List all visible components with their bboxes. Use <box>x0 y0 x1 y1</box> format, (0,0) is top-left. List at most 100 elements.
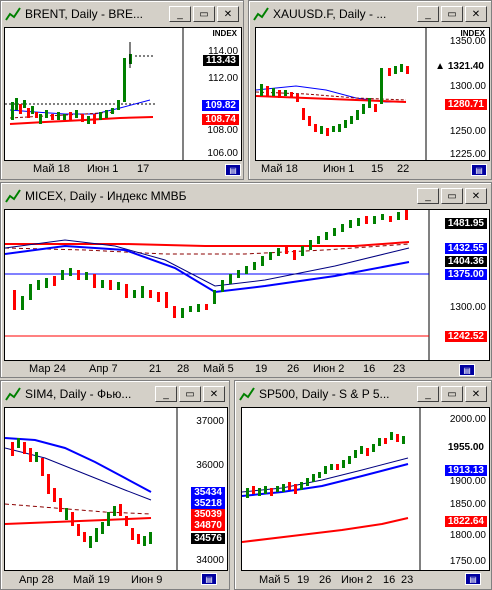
price-box: ▲ 1321.40 <box>432 61 487 72</box>
price-label: 1300.00 <box>449 302 486 313</box>
chart-plot[interactable]: INDEX 1350.00 ▲ 1321.40 1300.00 1280.71 … <box>255 27 490 161</box>
minimize-button[interactable]: _ <box>155 386 177 402</box>
chart-plot[interactable]: 2000.00 1955.00 1913.13 1900.00 1850.00 … <box>241 407 490 571</box>
price-box: 1404.36 <box>444 256 487 267</box>
titlebar[interactable]: XAUUSD.F, Daily - ... _ ▭ ✕ <box>251 3 489 25</box>
x-label: 17 <box>137 163 150 175</box>
restore-button[interactable]: ▭ <box>179 386 201 402</box>
price-label: 1300.00 <box>449 81 486 92</box>
price-label: 108.00 <box>207 125 238 136</box>
close-button[interactable]: ✕ <box>217 6 239 22</box>
x-label: 22 <box>397 163 410 175</box>
window-brent[interactable]: BRENT, Daily - BRE... _ ▭ ✕ <box>0 0 244 180</box>
price-box: 35434 <box>191 487 225 498</box>
titlebar[interactable]: BRENT, Daily - BRE... _ ▭ ✕ <box>3 3 241 25</box>
price-box: 1822.64 <box>444 516 487 527</box>
calendar-icon[interactable]: ▤ <box>459 364 475 376</box>
x-label: 19 <box>255 363 268 375</box>
price-box: 34870 <box>191 520 225 531</box>
chart-canvas <box>256 28 427 160</box>
price-label: 112.00 <box>208 73 238 84</box>
index-label: INDEX <box>212 29 237 38</box>
minimize-button[interactable]: _ <box>417 188 439 204</box>
index-label: INDEX <box>460 29 485 38</box>
price-label: 106.00 <box>207 148 238 159</box>
x-label: 28 <box>177 363 190 375</box>
x-label: Апр 7 <box>89 363 118 375</box>
candles <box>246 432 405 498</box>
window-title: SP500, Daily - S & P 5... <box>259 387 390 401</box>
chart-plot[interactable]: 1481.95 1432.55 1404.36 1375.00 1300.00 … <box>4 209 490 361</box>
price-box: 1432.55 <box>444 243 487 254</box>
window-sp500[interactable]: SP500, Daily - S & P 5... _ ▭ ✕ <box>234 380 492 590</box>
minimize-button[interactable]: _ <box>417 6 439 22</box>
chart-window-icon <box>5 6 21 22</box>
window-micex[interactable]: MICEX, Daily - Индекс ММВБ _ ▭ ✕ <box>0 182 492 378</box>
calendar-icon[interactable]: ▤ <box>225 164 241 176</box>
x-label: 26 <box>319 574 332 586</box>
window-sim4[interactable]: SIM4, Daily - Фью... _ ▭ ✕ <box>0 380 230 590</box>
minimize-button[interactable]: _ <box>169 6 191 22</box>
chart-window-icon <box>5 386 21 402</box>
price-label: 1900.00 <box>449 476 486 487</box>
x-label: Июн 1 <box>323 163 355 175</box>
x-label: 16 <box>363 363 376 375</box>
candles <box>11 438 152 548</box>
price-label: 36000 <box>196 460 224 471</box>
chart-plot[interactable]: 37000 36000 35434 35218 35039 34870 3457… <box>4 407 228 571</box>
x-label: 16 <box>383 574 396 586</box>
x-label: Июн 2 <box>313 363 345 375</box>
x-label: Май 5 <box>259 574 290 586</box>
price-box: 109.82 <box>202 100 239 111</box>
price-label: 114.00 <box>208 46 238 57</box>
calendar-icon[interactable]: ▤ <box>465 573 481 585</box>
price-label: 1350.00 <box>449 36 486 47</box>
x-label: Май 18 <box>261 163 298 175</box>
x-label: Май 19 <box>73 574 110 586</box>
price-box: 35039 <box>191 509 225 520</box>
x-label: Июн 2 <box>341 574 373 586</box>
restore-button[interactable]: ▭ <box>193 6 215 22</box>
price-box: 108.74 <box>202 114 239 125</box>
chart-window-icon <box>253 6 269 22</box>
price-label: 1800.00 <box>449 530 486 541</box>
x-label: Апр 28 <box>19 574 54 586</box>
chart-window-icon <box>5 188 21 204</box>
restore-button[interactable]: ▭ <box>441 386 463 402</box>
chart-window-icon <box>239 386 255 402</box>
price-label: 1225.00 <box>449 149 486 160</box>
candles <box>260 64 409 136</box>
x-label: Июн 1 <box>87 163 119 175</box>
restore-button[interactable]: ▭ <box>441 6 463 22</box>
calendar-icon[interactable]: ▤ <box>471 164 487 176</box>
candles <box>11 42 155 124</box>
close-button[interactable]: ✕ <box>465 6 487 22</box>
chart-canvas <box>5 28 184 160</box>
price-label: 34000 <box>196 555 224 566</box>
price-label: 1850.00 <box>449 499 486 510</box>
x-label: 19 <box>297 574 310 586</box>
chart-canvas <box>5 210 430 360</box>
titlebar[interactable]: SP500, Daily - S & P 5... _ ▭ ✕ <box>237 383 489 405</box>
price-label: 1250.00 <box>449 126 486 137</box>
close-button[interactable]: ✕ <box>203 386 225 402</box>
titlebar[interactable]: SIM4, Daily - Фью... _ ▭ ✕ <box>3 383 227 405</box>
calendar-icon[interactable]: ▤ <box>201 573 217 585</box>
close-button[interactable]: ✕ <box>465 386 487 402</box>
price-box: 34576 <box>191 533 225 544</box>
x-label: 15 <box>371 163 384 175</box>
titlebar[interactable]: MICEX, Daily - Индекс ММВБ _ ▭ ✕ <box>3 185 489 207</box>
chart-plot[interactable]: INDEX 114.00 113.43 112.00 109.82 108.74… <box>4 27 242 161</box>
window-title: XAUUSD.F, Daily - ... <box>273 7 387 21</box>
minimize-button[interactable]: _ <box>417 386 439 402</box>
window-xauusd[interactable]: XAUUSD.F, Daily - ... _ ▭ ✕ <box>248 0 492 180</box>
price-box: 1955.00 <box>444 442 487 453</box>
window-title: BRENT, Daily - BRE... <box>25 7 144 21</box>
window-title: SIM4, Daily - Фью... <box>25 387 132 401</box>
close-button[interactable]: ✕ <box>465 188 487 204</box>
price-box: 1242.52 <box>444 331 487 342</box>
restore-button[interactable]: ▭ <box>441 188 463 204</box>
x-label: Мар 24 <box>29 363 66 375</box>
price-box: 1280.71 <box>444 99 487 110</box>
price-label: 1750.00 <box>449 556 486 567</box>
